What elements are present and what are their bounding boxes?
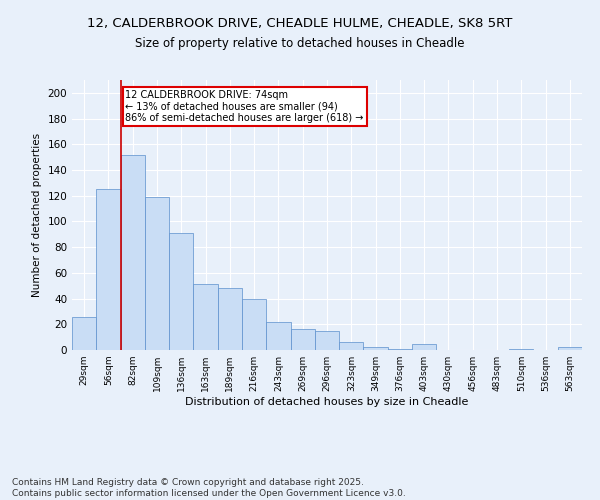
- Bar: [509, 348, 533, 350]
- Bar: [315, 330, 339, 350]
- Bar: [72, 316, 96, 350]
- Bar: [145, 197, 169, 350]
- Bar: [242, 298, 266, 350]
- Bar: [169, 233, 193, 350]
- Bar: [121, 154, 145, 350]
- Text: 12 CALDERBROOK DRIVE: 74sqm
← 13% of detached houses are smaller (94)
86% of sem: 12 CALDERBROOK DRIVE: 74sqm ← 13% of det…: [125, 90, 364, 124]
- Text: Size of property relative to detached houses in Cheadle: Size of property relative to detached ho…: [135, 38, 465, 51]
- X-axis label: Distribution of detached houses by size in Cheadle: Distribution of detached houses by size …: [185, 397, 469, 407]
- Text: Contains HM Land Registry data © Crown copyright and database right 2025.
Contai: Contains HM Land Registry data © Crown c…: [12, 478, 406, 498]
- Bar: [193, 284, 218, 350]
- Y-axis label: Number of detached properties: Number of detached properties: [32, 133, 42, 297]
- Text: 12, CALDERBROOK DRIVE, CHEADLE HULME, CHEADLE, SK8 5RT: 12, CALDERBROOK DRIVE, CHEADLE HULME, CH…: [88, 18, 512, 30]
- Bar: [412, 344, 436, 350]
- Bar: [558, 348, 582, 350]
- Bar: [364, 348, 388, 350]
- Bar: [266, 322, 290, 350]
- Bar: [388, 348, 412, 350]
- Bar: [290, 330, 315, 350]
- Bar: [96, 190, 121, 350]
- Bar: [218, 288, 242, 350]
- Bar: [339, 342, 364, 350]
